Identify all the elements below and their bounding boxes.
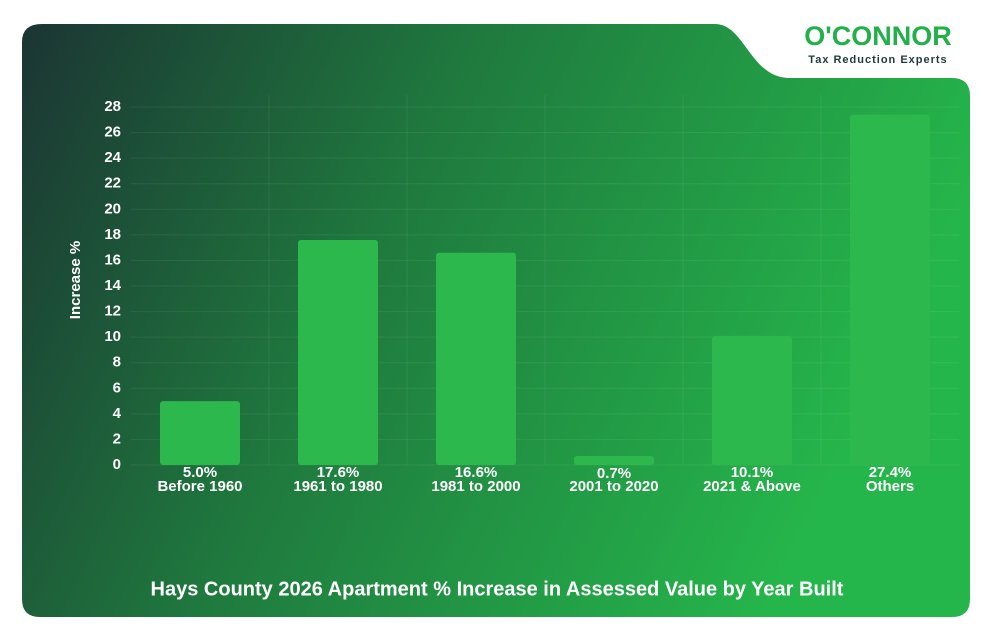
bar [850, 114, 930, 466]
y-axis-label: Increase % [67, 241, 84, 319]
bar [298, 239, 378, 465]
bar [436, 252, 516, 465]
x-tick-label: 1981 to 2000 [431, 478, 520, 495]
x-tick-label: Others [866, 478, 914, 495]
y-tick-label: 28 [104, 98, 121, 115]
y-tick-label: 6 [113, 379, 121, 396]
y-tick-label: 12 [104, 303, 121, 320]
bar [574, 456, 654, 465]
value-label: 10.1% [731, 464, 774, 481]
y-tick-label: 24 [104, 149, 121, 166]
y-tick-label: 8 [113, 354, 121, 371]
bar [160, 401, 240, 465]
y-tick-label: 0 [113, 456, 121, 473]
value-label: 16.6% [455, 464, 498, 481]
y-tick-label: 26 [104, 124, 121, 141]
bar [712, 335, 792, 465]
x-tick-label: Before 1960 [157, 478, 242, 495]
x-tick-label: 2001 to 2020 [569, 478, 658, 495]
logo-name: O'CONNOR [804, 21, 951, 51]
y-tick-label: 14 [104, 277, 121, 294]
y-tick-label: 16 [104, 251, 121, 268]
value-label: 5.0% [183, 464, 217, 481]
logo-tagline: Tax Reduction Experts [808, 54, 947, 66]
y-tick-label: 4 [113, 405, 122, 422]
x-tick-label: 2021 & Above [703, 478, 801, 495]
value-label: 27.4% [869, 464, 912, 481]
y-tick-label: 22 [104, 175, 121, 192]
y-tick-label: 10 [104, 328, 121, 345]
y-tick-label: 2 [113, 430, 121, 447]
x-tick-label: 1961 to 1980 [293, 478, 382, 495]
chart-title: Hays County 2026 Apartment % Increase in… [151, 578, 844, 600]
value-label: 17.6% [317, 464, 360, 481]
y-tick-label: 20 [104, 200, 121, 217]
value-label: 0.7% [597, 465, 631, 482]
y-tick-label: 18 [104, 226, 121, 243]
